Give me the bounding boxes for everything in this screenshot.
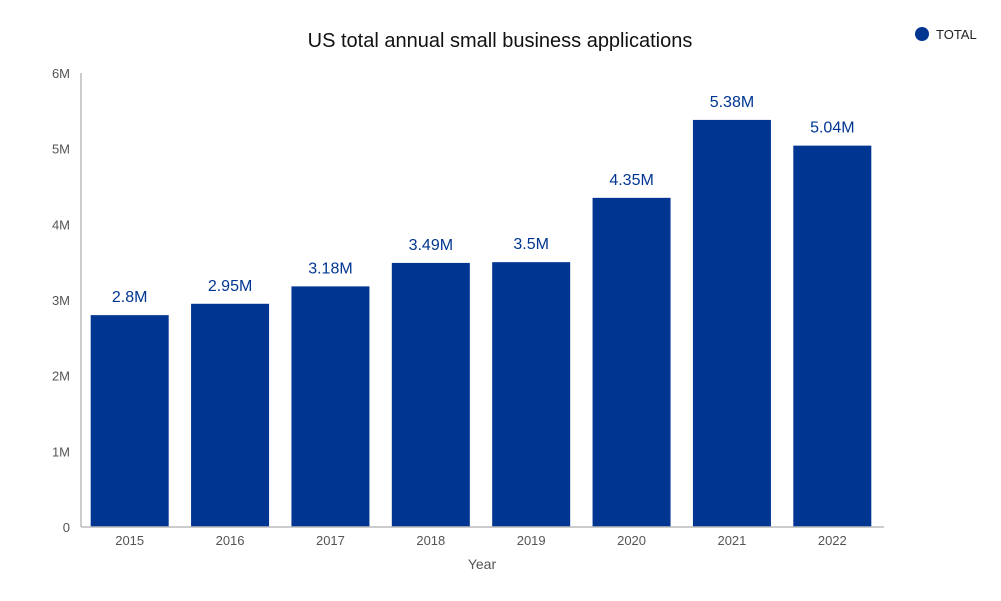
- bar[interactable]: [692, 119, 771, 527]
- data-label: 3.5M: [513, 236, 549, 253]
- bar[interactable]: [90, 315, 169, 527]
- x-axis-label: Year: [468, 556, 497, 572]
- data-label: 4.35M: [609, 172, 653, 189]
- bar[interactable]: [291, 286, 370, 527]
- bar[interactable]: [592, 197, 671, 527]
- data-label: 3.18M: [308, 260, 352, 277]
- x-tick-label: 2016: [216, 533, 245, 548]
- bars: 2.8M 2.95M 3.18M 3.49M 3.5M 4.35M 5.38M 5.04M: [90, 94, 872, 527]
- x-tick-label: 2018: [416, 533, 445, 548]
- chart-title: US total annual small business applicati…: [308, 30, 693, 52]
- y-tick-label: 5M: [52, 142, 70, 157]
- x-tick-label: 2019: [517, 533, 546, 548]
- y-tick-label: 3M: [52, 293, 70, 308]
- y-tick-label: 2M: [52, 369, 70, 384]
- data-label: 5.38M: [710, 94, 754, 111]
- y-tick-label: 4M: [52, 217, 70, 232]
- data-label: 5.04M: [810, 120, 854, 137]
- data-label: 2.8M: [112, 289, 148, 306]
- legend[interactable]: TOTAL: [915, 27, 977, 42]
- legend-label: TOTAL: [936, 27, 977, 42]
- bar[interactable]: [492, 262, 571, 527]
- data-label: 3.49M: [409, 237, 453, 254]
- y-tick-label: 6M: [52, 66, 70, 81]
- y-axis-ticks: 0 1M 2M 3M 4M 5M 6M: [52, 66, 70, 535]
- legend-marker: [915, 27, 929, 41]
- x-tick-label: 2015: [115, 533, 144, 548]
- data-label: 2.95M: [208, 278, 252, 295]
- x-tick-label: 2017: [316, 533, 345, 548]
- y-tick-label: 0: [63, 520, 70, 535]
- x-tick-label: 2022: [818, 533, 847, 548]
- bar[interactable]: [793, 145, 872, 527]
- x-tick-label: 2021: [717, 533, 746, 548]
- x-axis-ticks: 2015 2016 2017 2018 2019 2020 2021 2022: [115, 533, 847, 548]
- x-tick-label: 2020: [617, 533, 646, 548]
- bar[interactable]: [191, 303, 270, 527]
- y-tick-label: 1M: [52, 444, 70, 459]
- bar[interactable]: [391, 262, 470, 527]
